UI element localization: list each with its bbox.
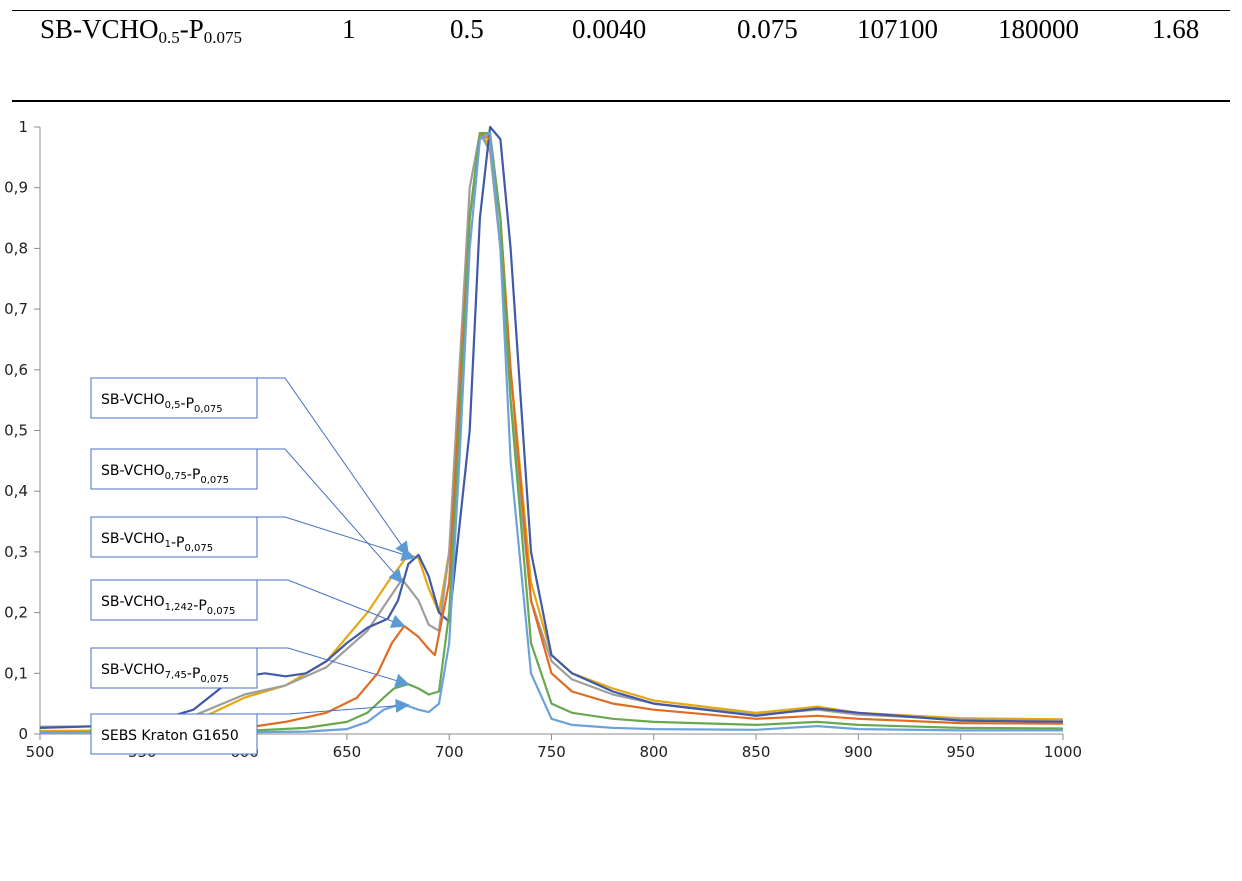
x-tick-label: 950 xyxy=(946,743,975,761)
callout-text: SB-VCHO0,75-P0,075 xyxy=(101,463,229,486)
y-tick-label: 0 xyxy=(18,725,28,743)
callout-label-1: SB-VCHO0,75-P0,075 xyxy=(90,448,404,584)
callout-box xyxy=(90,448,258,490)
x-tick-label: 1000 xyxy=(1044,743,1082,761)
x-tick-label: 750 xyxy=(537,743,566,761)
callout-box xyxy=(90,516,258,558)
x-tick-label: 700 xyxy=(435,743,464,761)
callout-label-4: SB-VCHO7,45-P0,075 xyxy=(90,647,410,689)
y-tick-label: 0,6 xyxy=(4,361,28,379)
x-tick-label: 900 xyxy=(844,743,873,761)
table-cell: 1.68 xyxy=(1152,14,1200,44)
callout-arrow xyxy=(257,377,410,557)
series-line-4 xyxy=(40,132,1064,734)
table-bottom-rule xyxy=(12,100,1230,102)
sample-name-cell: SB-VCHO0.5-P0.075 xyxy=(40,14,243,47)
y-tick-label: 0,2 xyxy=(4,604,28,622)
y-tick-label: 0,4 xyxy=(4,482,28,500)
y-tick-label: 0,5 xyxy=(4,422,28,440)
y-tick-label: 0,3 xyxy=(4,543,28,561)
callout-arrow xyxy=(257,579,406,628)
callout-box xyxy=(90,647,258,689)
table-cell: 0.5 xyxy=(450,14,484,44)
callout-label-0: SB-VCHO0,5-P0,075 xyxy=(90,377,410,557)
callout-box xyxy=(90,579,258,621)
series-line-1 xyxy=(39,132,1064,728)
series-line-5 xyxy=(40,132,1063,734)
y-tick-label: 0,1 xyxy=(4,664,28,682)
y-tick-label: 1 xyxy=(18,118,28,136)
table-cell: 107100 xyxy=(857,14,938,44)
callout-label-5: SEBS Kraton G1650 xyxy=(90,698,410,755)
table-cell: 0.075 xyxy=(737,14,798,44)
y-tick-label: 0,8 xyxy=(4,239,28,257)
callout-text: SB-VCHO7,45-P0,075 xyxy=(101,662,229,685)
callout-text: SB-VCHO0,5-P0,075 xyxy=(101,392,223,415)
series-line-0 xyxy=(39,132,1064,733)
table-cell: 0.0040 xyxy=(572,14,647,44)
x-tick-label: 800 xyxy=(639,743,668,761)
x-tick-label: 500 xyxy=(26,743,55,761)
spectra-chart: 500550600650700750800850900950100000,10,… xyxy=(4,118,1082,761)
callout-arrow xyxy=(257,448,404,584)
table-top-rule xyxy=(12,10,1230,11)
callout-text: SEBS Kraton G1650 xyxy=(101,728,239,744)
callout-box xyxy=(90,377,258,419)
callout-arrow xyxy=(257,698,410,715)
series-line-2 xyxy=(39,125,1064,729)
table-row: SB-VCHO0.5-P0.075 1 0.5 0.0040 0.075 107… xyxy=(0,0,1242,102)
callout-text: SB-VCHO1,242-P0,075 xyxy=(101,594,235,617)
callout-text: SB-VCHO1-P0,075 xyxy=(101,531,213,554)
table-cell: 1 xyxy=(342,14,356,44)
x-tick-label: 650 xyxy=(333,743,362,761)
callout-label-2: SB-VCHO1-P0,075 xyxy=(90,516,416,561)
series-line-3 xyxy=(39,132,1064,734)
y-tick-label: 0,9 xyxy=(4,179,28,197)
table-cell: 180000 xyxy=(998,14,1079,44)
callout-label-3: SB-VCHO1,242-P0,075 xyxy=(90,579,406,628)
y-tick-label: 0,7 xyxy=(4,300,28,318)
x-tick-label: 850 xyxy=(742,743,771,761)
callout-arrow xyxy=(257,516,416,561)
callout-box xyxy=(90,713,258,755)
callout-arrow xyxy=(257,647,410,688)
